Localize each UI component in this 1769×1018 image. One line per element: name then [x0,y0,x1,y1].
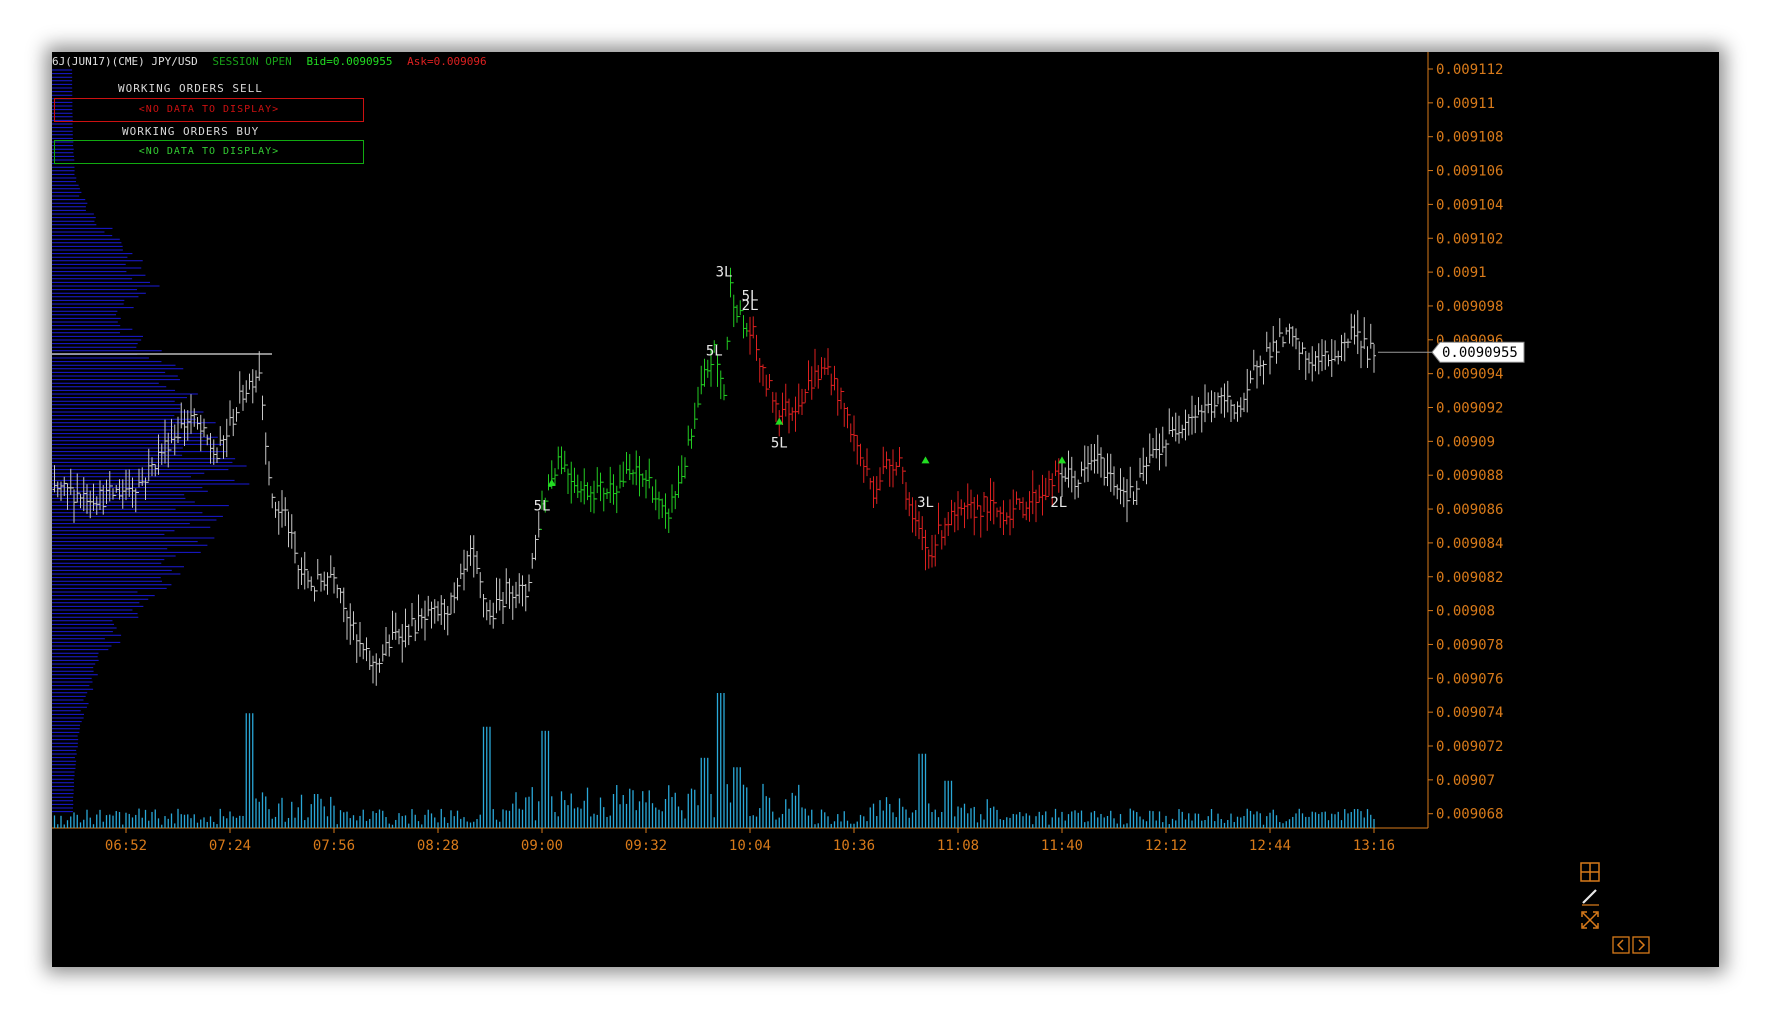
buy-marker [547,478,556,486]
bar-annotation: 5L [706,343,723,359]
x-tick-label: 07:56 [313,838,355,854]
x-tick-label: 09:00 [521,838,563,854]
x-tick-label: 11:08 [937,838,979,854]
working-orders-buy-panel[interactable]: <NO DATA TO DISPLAY> [54,140,364,164]
y-tick-label: 0.009078 [1436,637,1503,653]
x-tick-label: 07:24 [209,838,251,854]
y-tick-label: 0.009108 [1436,130,1503,146]
crosshair-grid-icon[interactable] [1580,862,1600,882]
y-tick-label: 0.009104 [1436,197,1503,213]
buy-marker [921,456,930,464]
y-tick-label: 0.009072 [1436,739,1503,755]
y-tick-label: 0.009106 [1436,164,1503,180]
y-tick-label: 0.009086 [1436,502,1503,518]
scroll-left-icon[interactable] [1612,936,1630,954]
y-tick-label: 0.009112 [1436,62,1503,78]
y-tick-label: 0.00907 [1436,773,1495,789]
chart-window: 0.009112 0.00911 0.009108 0.009106 0.009104 0… [52,52,1719,967]
y-tick-label: 0.009094 [1436,367,1503,383]
scroll-right-icon[interactable] [1632,936,1650,954]
x-tick-label: 10:04 [729,838,771,854]
y-tick-label: 0.00909 [1436,434,1495,450]
x-tick-label: 13:16 [1353,838,1395,854]
y-tick-label: 0.00911 [1436,96,1495,112]
working-orders-sell-title: WORKING ORDERS SELL [118,82,263,95]
bar-annotation: 5L [771,435,788,451]
bar-annotation: 3L [917,495,934,511]
ask-readout: Ask=0.009096 [407,55,487,68]
x-tick-label: 10:36 [833,838,875,854]
y-tick-label: 0.009084 [1436,536,1503,552]
working-orders-sell-panel[interactable]: <NO DATA TO DISPLAY> [54,98,364,122]
price-chart[interactable]: 0.009112 0.00911 0.009108 0.009106 0.009104 0… [52,52,1719,967]
bar-annotation: 2L [742,298,759,314]
x-tick-label: 09:32 [625,838,667,854]
y-tick-label: 0.009076 [1436,671,1503,687]
y-tick-label: 0.009068 [1436,807,1503,823]
last-price-label: 0.0090955 [1442,345,1518,361]
y-tick-label: 0.009088 [1436,468,1503,484]
x-tick-label: 08:28 [417,838,459,854]
y-tick-label: 0.009102 [1436,231,1503,247]
bid-readout: Bid=0.0090955 [306,55,393,68]
x-tick-label: 12:12 [1145,838,1187,854]
x-tick-label: 11:40 [1041,838,1083,854]
expand-icon[interactable] [1580,910,1600,930]
y-tick-label: 0.009074 [1436,705,1503,721]
buy-marker [775,417,784,425]
pencil-icon[interactable] [1580,886,1600,906]
y-tick-label: 0.009098 [1436,299,1503,315]
session-status: SESSION OPEN [212,55,292,68]
y-tick-label: 0.0091 [1436,265,1487,281]
y-tick-label: 0.00908 [1436,604,1495,620]
working-orders-buy-title: WORKING ORDERS BUY [122,125,260,138]
last-price-tag [1431,341,1525,363]
buy-marker [1058,456,1066,464]
bar-annotation: 5L [534,498,551,514]
x-tick-label: 06:52 [105,838,147,854]
bar-annotation: 3L [716,264,733,280]
y-tick-label: 0.009082 [1436,570,1503,586]
chart-header: 6J(JUN17)(CME) JPY/USD SESSION OPEN Bid=… [52,55,495,68]
x-tick-label: 12:44 [1249,838,1291,854]
y-tick-label: 0.009092 [1436,401,1503,417]
instrument-label: 6J(JUN17)(CME) JPY/USD [52,55,198,68]
bar-annotation: 2L [1050,495,1067,511]
bar-annotation: 5L [742,289,759,305]
